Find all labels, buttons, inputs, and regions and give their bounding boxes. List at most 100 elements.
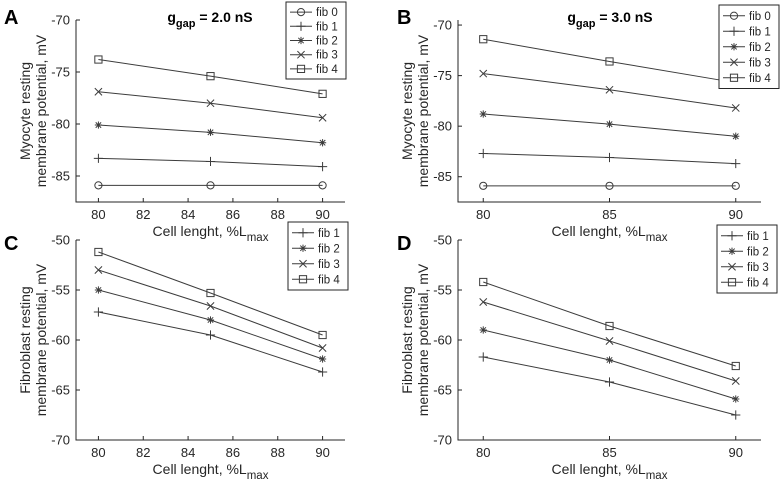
data-point (731, 410, 741, 420)
data-point (93, 307, 104, 317)
data-point (318, 181, 327, 190)
series-fib-3 (479, 298, 740, 385)
data-point (94, 55, 103, 64)
y-tick-label: -70 (51, 13, 70, 28)
x-tick-label: 82 (136, 445, 150, 460)
legend-item: fib 4 (721, 277, 769, 289)
x-tick-label: 86 (226, 445, 240, 460)
legend-label: fib 3 (749, 57, 771, 69)
data-point (731, 361, 740, 371)
legend-marker (728, 262, 736, 271)
series-line (98, 289, 323, 360)
series-fib-3 (94, 87, 327, 122)
y-axis-label: Fibroblast restingmembrane potential, mV (399, 263, 431, 416)
legend-item: fib 1 (723, 26, 771, 38)
legend-box (716, 224, 778, 294)
legend-label: fib 1 (747, 231, 769, 243)
data-point (605, 181, 614, 190)
y-tick-label: -55 (51, 283, 70, 298)
data-point (605, 356, 614, 364)
series-fib-1 (93, 307, 328, 377)
series-line (98, 59, 323, 95)
x-axis-label: Cell lenght, %Lmax (153, 461, 269, 482)
y-axis-label: Myocyte restingmembrane potential, mV (399, 34, 431, 187)
legend-item: fib 1 (721, 231, 769, 243)
data-point (317, 367, 328, 377)
axes-frame (75, 20, 345, 203)
panel-letter: B (397, 7, 411, 29)
panel-c: C 80 82 84 86 88 90 -70 -65 -60 -55 -50 Cell lenght,… (4, 221, 349, 482)
series-fib-2 (479, 326, 740, 403)
legend-marker (730, 43, 738, 51)
y-tick-label: -65 (433, 383, 452, 398)
legend-item: fib 0 (290, 7, 338, 19)
series-fib-3 (94, 266, 327, 352)
data-point (732, 395, 740, 403)
y-tick-label: -70 (433, 18, 452, 33)
x-tick-label: 90 (315, 207, 329, 222)
y-tick-label: -70 (433, 433, 452, 448)
series-fib-4 (479, 277, 740, 371)
series-fib-2 (94, 121, 327, 147)
data-point (206, 181, 215, 190)
x-axis-label: Cell lenght, %Lmax (153, 223, 269, 244)
legend-item: fib 3 (723, 57, 771, 69)
data-point (604, 152, 615, 163)
legend-marker (729, 73, 739, 82)
data-point (479, 35, 488, 44)
y-tick-label: -50 (51, 233, 70, 248)
series-fib-0 (94, 181, 327, 190)
legend-label: fib 2 (749, 42, 771, 54)
legend-marker (299, 259, 307, 268)
data-point (605, 85, 614, 94)
legend-marker (296, 8, 306, 17)
x-axis-label: Cell lenght, %Lmax (552, 461, 668, 482)
data-point (206, 316, 215, 324)
legend-marker (729, 11, 739, 20)
data-point (605, 57, 614, 66)
y-tick-label: -80 (433, 119, 452, 134)
data-point (479, 181, 488, 190)
data-point (94, 286, 103, 294)
legend-item: fib 4 (290, 64, 338, 76)
data-point (94, 247, 103, 257)
series-fib-0 (479, 181, 740, 190)
legend-label: fib 1 (749, 26, 771, 38)
legend-label: fib 0 (316, 7, 338, 19)
x-tick-label: 82 (136, 207, 150, 222)
series-line (483, 281, 736, 367)
legend-marker (298, 228, 308, 238)
data-point (731, 158, 741, 169)
legend: fib 1 fib 2 fib 3 fib 4 (716, 224, 778, 294)
data-point (318, 344, 327, 352)
series-fib-1 (478, 148, 741, 169)
x-tick-label: 80 (91, 445, 105, 460)
data-point (317, 162, 328, 172)
legend-marker (727, 231, 737, 241)
series-fib-2 (479, 110, 740, 140)
legend-label: fib 4 (749, 73, 771, 85)
panel-letter: D (397, 233, 411, 255)
legend-marker (297, 50, 305, 59)
legend-label: fib 2 (318, 243, 340, 255)
data-point (318, 89, 327, 98)
x-tick-label: 80 (476, 207, 490, 222)
legend-item: fib 4 (723, 73, 771, 85)
x-tick-label: 85 (602, 207, 616, 222)
x-tick-label: 85 (602, 445, 616, 460)
legend-label: fib 1 (318, 228, 340, 240)
x-tick-label: 80 (91, 207, 105, 222)
legend: fib 1 fib 2 fib 3 fib 4 (287, 221, 349, 291)
legend-label: fib 2 (747, 246, 769, 258)
data-point (318, 113, 327, 122)
legend-label: fib 3 (747, 262, 769, 274)
series-fib-1 (93, 153, 328, 172)
y-axis-label: Myocyte restingmembrane potential, mV (17, 34, 49, 187)
x-tick-label: 80 (476, 445, 490, 460)
legend-label: fib 4 (316, 64, 338, 76)
panel-letter: A (4, 7, 18, 29)
x-tick-label: 88 (271, 445, 285, 460)
y-tick-label: -75 (433, 68, 452, 83)
y-tick-label: -70 (51, 433, 70, 448)
